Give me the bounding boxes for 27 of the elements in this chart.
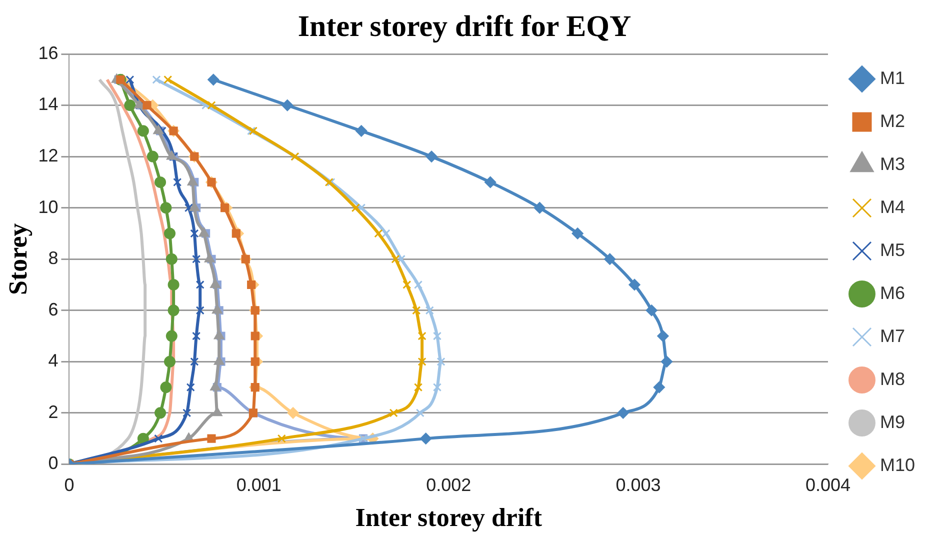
x-tick-label: 0.004 <box>805 474 851 495</box>
legend-label: M6 <box>880 282 905 303</box>
legend-label: M9 <box>880 412 905 432</box>
y-tick-label: 6 <box>48 299 58 320</box>
y-tick-label: 2 <box>48 402 58 422</box>
y-tick-label: 16 <box>38 42 58 63</box>
x-tick-label: 0 <box>64 474 74 495</box>
y-tick-label: 4 <box>48 350 58 371</box>
legend-label: M3 <box>880 154 905 174</box>
legend-label: M7 <box>880 326 905 346</box>
legend-label: M5 <box>880 240 905 260</box>
legend-label: M2 <box>880 110 905 131</box>
legend-label: M4 <box>880 196 905 217</box>
x-tick-label: 0.003 <box>616 474 661 495</box>
y-tick-label: 14 <box>38 94 58 114</box>
legend-label: M10 <box>880 454 915 475</box>
legend-label: M8 <box>880 368 905 389</box>
x-axis-title: Inter storey drift <box>355 503 542 532</box>
y-tick-label: 10 <box>38 196 58 217</box>
y-tick-label: 8 <box>48 248 58 268</box>
x-tick-label: 0.002 <box>426 474 472 495</box>
y-axis-title: Storey <box>3 223 32 295</box>
legend-label: M1 <box>880 68 905 88</box>
chart-title: Inter storey drift for EQY <box>298 10 632 43</box>
y-tick-label: 0 <box>48 453 58 474</box>
x-tick-label: 0.001 <box>236 474 282 495</box>
y-tick-label: 12 <box>38 146 58 166</box>
